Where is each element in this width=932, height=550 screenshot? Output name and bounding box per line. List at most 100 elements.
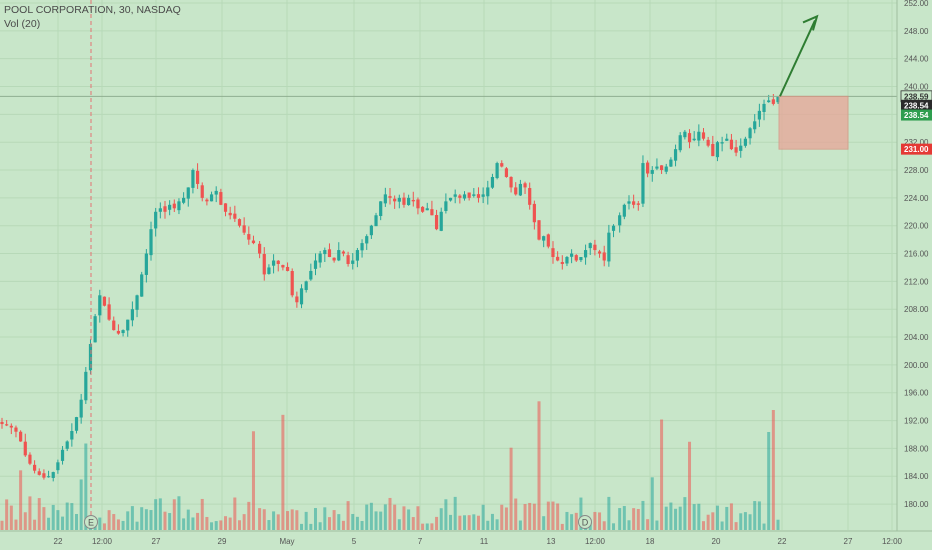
volume-bar — [14, 519, 18, 530]
candle-body — [168, 204, 172, 210]
volume-bar — [112, 514, 116, 530]
volume-bar — [346, 501, 350, 530]
volume-bar — [276, 514, 280, 530]
volume-bar — [393, 504, 397, 530]
volume-bar — [602, 521, 606, 530]
volume-bar — [107, 510, 111, 530]
candle-body — [646, 162, 650, 174]
candle-body — [439, 211, 443, 231]
target-arrow[interactable] — [779, 19, 816, 97]
event-marker-e[interactable]: E — [84, 515, 98, 529]
candle-body — [528, 188, 532, 205]
volume-bar — [210, 522, 214, 530]
volume-bar — [19, 470, 23, 530]
volume-bar — [51, 504, 55, 530]
volume-bar — [632, 508, 636, 530]
candle-body — [453, 194, 457, 197]
time-tick-label: 20 — [712, 537, 721, 546]
candle-body — [729, 139, 734, 150]
candle-body — [79, 399, 83, 418]
price-badge-bg — [901, 99, 932, 111]
candle-body — [393, 198, 397, 202]
volume-bar — [500, 504, 504, 530]
candle-body — [304, 281, 308, 291]
time-tick-label: 5 — [352, 537, 357, 546]
price-tick-label: 192.00 — [904, 417, 929, 426]
volume-bar — [523, 504, 527, 530]
candle-body — [570, 253, 574, 257]
candle-body — [514, 187, 518, 195]
candle-body — [739, 145, 743, 151]
candle-body — [388, 196, 392, 198]
volume-bar — [337, 514, 341, 530]
time-axis[interactable]: 22 12:00 27 29 May 5 7 11 13 12:00 18 20 22 27 12:00 — [0, 530, 932, 550]
candle-body — [597, 251, 602, 254]
price-axis[interactable]: 252.00248.00244.00240.00236.00232.00228.… — [896, 0, 932, 550]
volume-bar — [251, 431, 255, 530]
volume-bar — [42, 507, 46, 530]
volume-bar — [574, 512, 578, 530]
time-tick-label: 7 — [418, 537, 423, 546]
candle-body — [706, 139, 710, 146]
candle-body — [734, 147, 738, 153]
price-tick-label: 196.00 — [904, 389, 929, 398]
price-badge-label: 238.59 — [904, 92, 929, 101]
volume-bar — [168, 513, 172, 530]
candle-body — [191, 170, 195, 188]
price-tick-label: 224.00 — [904, 194, 929, 203]
candle-body — [664, 166, 668, 172]
event-marker-label: D — [582, 518, 589, 528]
candle-body — [632, 201, 636, 205]
volume-bar — [247, 501, 251, 530]
candle-body — [163, 206, 167, 212]
volume-bar — [678, 506, 682, 530]
time-tick-label: 22 — [778, 537, 787, 546]
candle-body — [411, 199, 415, 202]
volume-bar — [743, 512, 747, 530]
volume-bar — [290, 509, 294, 530]
candle-body — [776, 96, 780, 103]
candle-body — [70, 431, 74, 440]
volume-bar — [200, 498, 204, 530]
volume-bar — [715, 505, 719, 530]
volume-bar — [701, 521, 705, 530]
candle-body — [687, 133, 692, 143]
price-badge-label: 238.54 — [904, 111, 929, 120]
candle-body — [149, 229, 153, 256]
volume-bar — [135, 521, 139, 530]
stop-loss-box[interactable] — [778, 95, 849, 150]
volume-bar — [402, 506, 406, 530]
candle-body — [130, 309, 134, 321]
volume-bar — [407, 509, 411, 530]
volume-bar — [379, 511, 383, 530]
volume-bar — [61, 516, 65, 530]
candle-body — [313, 260, 318, 269]
candle-body — [309, 270, 313, 280]
time-axis-bg — [0, 531, 932, 550]
candle-body — [556, 256, 560, 261]
price-tick-label: 228.00 — [904, 166, 929, 175]
candle-body — [574, 255, 578, 261]
price-tick-label: 248.00 — [904, 27, 929, 36]
candle-body — [490, 176, 495, 188]
volume-bar — [102, 523, 106, 530]
candle-body — [276, 260, 280, 264]
volume-bar — [570, 514, 574, 530]
candle-body — [560, 262, 564, 264]
candle-body — [523, 183, 527, 188]
candle-body — [607, 232, 611, 262]
candle-body — [683, 131, 687, 138]
candle-body — [430, 209, 434, 216]
volume-bar — [627, 520, 631, 530]
candle-body — [546, 234, 550, 247]
candle-body — [46, 476, 51, 478]
candle-body — [472, 194, 476, 196]
volume-bar — [351, 513, 355, 530]
volume-bar — [692, 504, 696, 530]
event-marker-d[interactable]: D — [578, 515, 592, 529]
price-badge-label: 238.54 — [904, 101, 929, 110]
volume-bar — [309, 523, 313, 530]
